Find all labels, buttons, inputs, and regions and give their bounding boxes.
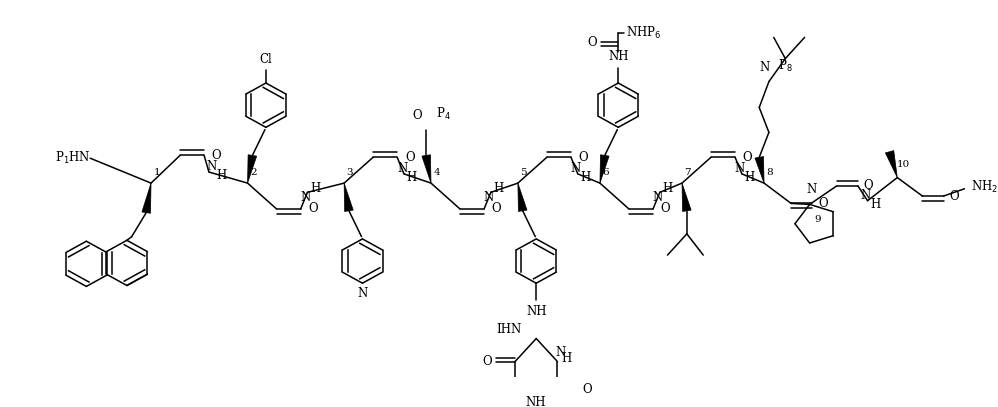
Polygon shape — [248, 155, 256, 183]
Text: O: O — [863, 179, 873, 193]
Text: H: H — [561, 352, 572, 365]
Text: H: H — [663, 182, 673, 195]
Text: N: N — [571, 162, 581, 175]
Text: 2: 2 — [250, 168, 256, 177]
Polygon shape — [344, 183, 353, 212]
Text: N: N — [484, 191, 494, 204]
Text: P$_8$: P$_8$ — [777, 58, 792, 74]
Polygon shape — [885, 151, 897, 177]
Text: N: N — [806, 183, 816, 196]
Text: H: H — [310, 182, 320, 195]
Polygon shape — [754, 157, 764, 183]
Polygon shape — [422, 155, 431, 183]
Text: O: O — [492, 202, 501, 215]
Text: O: O — [583, 383, 592, 396]
Text: 6: 6 — [603, 168, 609, 177]
Text: N: N — [556, 346, 566, 359]
Text: O: O — [579, 151, 589, 164]
Text: H: H — [406, 171, 417, 184]
Text: 4: 4 — [433, 168, 440, 177]
Text: O: O — [212, 149, 222, 162]
Text: N: N — [758, 61, 769, 74]
Text: 3: 3 — [346, 168, 353, 177]
Text: O: O — [588, 36, 597, 49]
Text: NH: NH — [526, 305, 547, 318]
Text: N: N — [207, 160, 217, 173]
Text: 5: 5 — [520, 168, 527, 177]
Text: 7: 7 — [685, 168, 691, 177]
Text: H: H — [870, 198, 880, 211]
Text: H: H — [745, 171, 754, 184]
Polygon shape — [600, 155, 609, 183]
Text: NH: NH — [525, 396, 546, 407]
Text: NH$_2$: NH$_2$ — [971, 179, 998, 195]
Polygon shape — [142, 183, 151, 213]
Polygon shape — [518, 183, 527, 212]
Text: N: N — [653, 191, 663, 204]
Text: O: O — [482, 355, 492, 368]
Text: H: H — [217, 169, 227, 182]
Text: O: O — [949, 190, 959, 203]
Text: N: N — [860, 189, 870, 202]
Text: P$_1$HN: P$_1$HN — [55, 150, 90, 166]
Text: O: O — [743, 151, 752, 164]
Text: NH: NH — [608, 50, 629, 63]
Text: 9: 9 — [814, 214, 821, 223]
Text: N: N — [397, 162, 407, 175]
Text: N: N — [300, 191, 310, 204]
Text: IHN: IHN — [496, 323, 522, 336]
Text: H: H — [493, 182, 504, 195]
Text: O: O — [413, 109, 422, 122]
Text: NHP$_6$: NHP$_6$ — [626, 25, 662, 41]
Text: O: O — [308, 202, 318, 215]
Text: 8: 8 — [766, 168, 773, 177]
Text: 1: 1 — [154, 168, 160, 177]
Text: Cl: Cl — [259, 53, 272, 66]
Text: N: N — [357, 287, 367, 300]
Text: P$_4$: P$_4$ — [436, 106, 451, 122]
Text: H: H — [581, 171, 591, 184]
Text: O: O — [405, 151, 414, 164]
Polygon shape — [682, 183, 692, 212]
Text: O: O — [818, 197, 827, 210]
Text: N: N — [735, 162, 746, 175]
Text: O: O — [661, 202, 671, 215]
Text: 10: 10 — [896, 160, 910, 169]
